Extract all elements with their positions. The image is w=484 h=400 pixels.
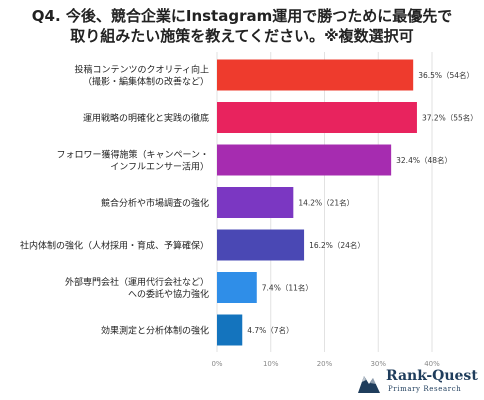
category-label: インフルエンサー活用） [110,161,209,173]
bar [217,229,305,261]
bar [217,59,414,91]
bar [217,144,392,176]
category-label: フォロワー獲得施策（キャンペーン・ [56,149,209,161]
category-label: 投稿コンテンツのクオリティ向上 [75,64,209,76]
bar [217,187,294,218]
category-label: （撮影・編集体制の改善など） [83,76,209,88]
logo-subtitle: Primary Research [388,385,462,393]
bar-value-label: 7.4%（11名） [262,283,313,293]
x-tick-label: 40% [424,360,440,368]
x-tick-label: 10% [263,360,279,368]
bar-value-label: 37.2%（55名） [422,113,478,123]
category-label: 社内体制の強化（人材採用・育成、予算確保） [20,240,209,252]
rank-quest-logo: Rank-Quest Primary Research [356,368,480,398]
category-label: 競合分析や市場調査の強化 [101,197,209,209]
bar-value-label: 4.7%（7名） [247,325,293,335]
logo-name: Rank-Quest [386,368,478,384]
chart-title-line-2: 取り組みたい施策を教えてください。※複数選択可 [70,27,414,45]
chart-title: Q4. 今後、競合企業にInstagram運用で勝つために最優先で 取り組みたい… [0,6,484,46]
x-tick-label: 20% [317,360,333,368]
category-label: への委託や協力強化 [128,288,209,300]
chart-title-line-1: Q4. 今後、競合企業にInstagram運用で勝つために最優先で [31,7,453,25]
bar-value-label: 32.4%（48名） [396,155,452,165]
category-label: 外部専門会社（運用代行会社など） [65,276,209,288]
bar [217,272,257,303]
bar-value-label: 16.2%（24名） [309,240,365,250]
x-tick-label: 30% [370,360,386,368]
logo-mark-icon [358,376,380,393]
bar-value-label: 14.2%（21名） [298,198,354,208]
category-label: 効果測定と分析体制の強化 [101,325,209,337]
bar [217,102,417,133]
bar-value-label: 36.5%（54名） [418,70,474,80]
category-label: 運用戦略の明確化と実践の徹底 [83,112,209,124]
bar [217,314,243,346]
x-tick-label: 0% [211,360,222,368]
